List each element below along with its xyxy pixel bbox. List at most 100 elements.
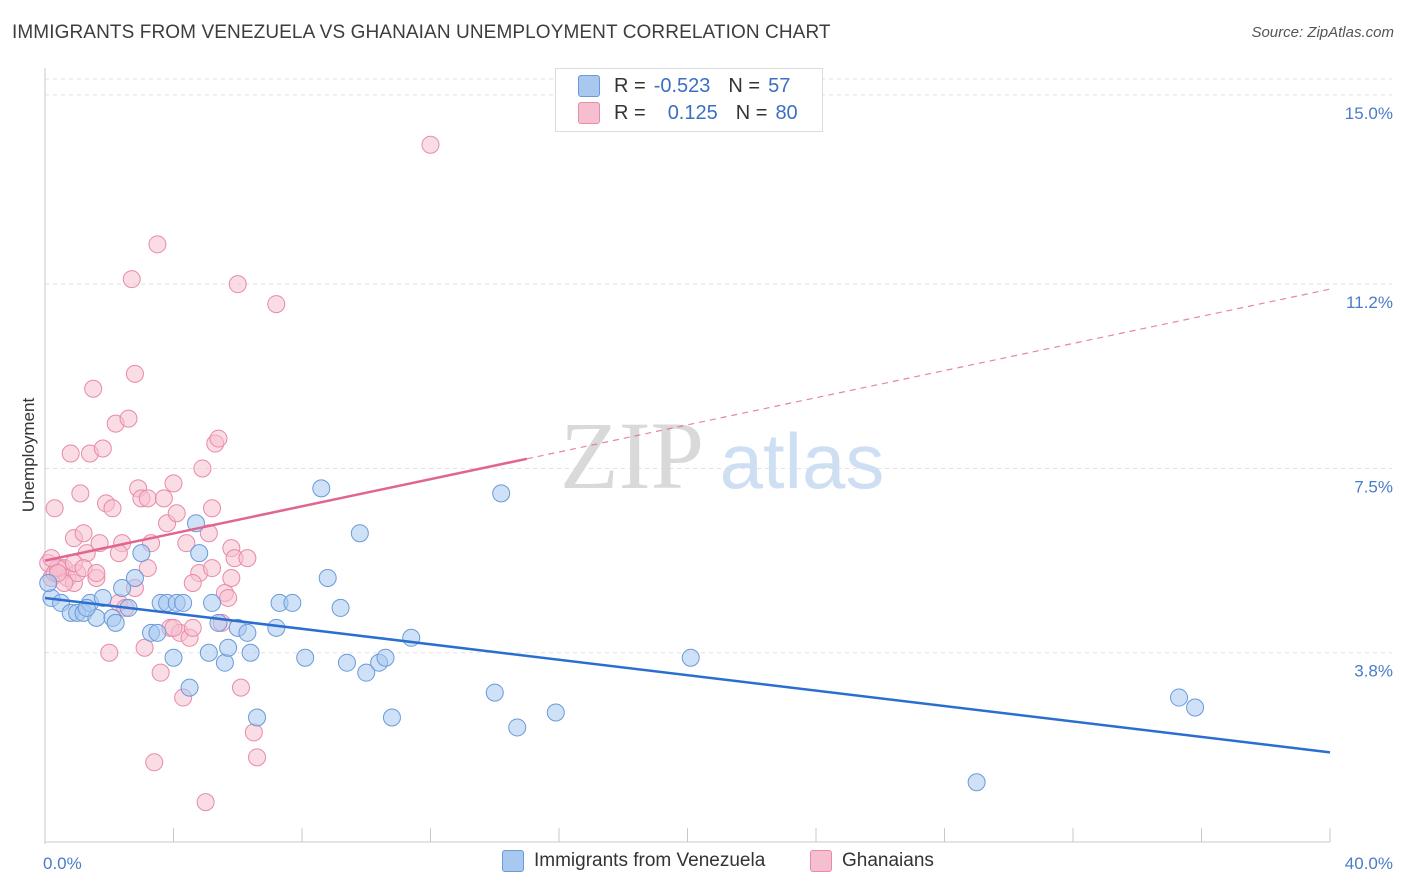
legend-r-value: -0.523	[653, 74, 711, 97]
legend-r-label: R =	[614, 74, 646, 97]
ghanaians-point	[228, 275, 247, 294]
ghanaians-point	[203, 559, 222, 578]
ghanaians-point	[138, 489, 157, 508]
series-legend: Immigrants from Venezuela Ghanaians	[0, 850, 1406, 878]
ghanaians-point	[61, 444, 80, 463]
ghanaians-point	[267, 295, 286, 314]
ghanaians-point	[87, 564, 106, 583]
venezuela-point	[93, 588, 112, 607]
ghanaians-point	[45, 499, 64, 518]
watermark-atlas: atlas	[720, 417, 885, 505]
venezuela-point	[203, 593, 222, 612]
venezuela-point	[39, 574, 58, 593]
ghanaians-point	[93, 439, 112, 458]
venezuela-point	[219, 638, 238, 657]
venezuela-point	[376, 648, 395, 667]
ghanaians-point	[199, 524, 218, 543]
ghanaians-trend-line	[44, 457, 528, 562]
trend-lines	[44, 288, 1331, 754]
ghanaians-point	[209, 429, 228, 448]
legend-n-value: 80	[775, 101, 798, 124]
venezuela-point	[267, 618, 286, 637]
venezuela-point	[132, 544, 151, 563]
venezuela-point	[215, 653, 234, 672]
venezuela-point	[296, 648, 315, 667]
venezuela-point	[492, 484, 511, 503]
ghanaians-points	[39, 135, 440, 812]
x-tick-label: 40.0%	[1345, 854, 1393, 873]
legend-r-value: 0.125	[667, 101, 718, 124]
legend-row-venezuela: R = -0.523 N = 57	[578, 73, 790, 99]
ghanaians-point	[244, 723, 263, 742]
ghanaians-point	[196, 793, 215, 812]
venezuela-point	[283, 593, 302, 612]
venezuela-point	[238, 623, 257, 642]
venezuela-point	[357, 663, 376, 682]
venezuela-point	[164, 648, 183, 667]
legend-label-ghanaians: Ghanaians	[842, 850, 934, 871]
venezuela-point	[199, 643, 218, 662]
legend-item-venezuela[interactable]: Immigrants from Venezuela	[502, 850, 765, 872]
ghanaians-point	[138, 559, 157, 578]
correlation-legend: R = -0.523 N = 57 R = 0.125 N = 80	[555, 68, 823, 132]
legend-label-venezuela: Immigrants from Venezuela	[534, 850, 766, 871]
venezuela-point	[485, 683, 504, 702]
y-axis-label: Unemployment	[19, 398, 38, 513]
ghanaians-point	[193, 459, 212, 478]
ghanaians-point	[145, 753, 164, 772]
chart-title: IMMIGRANTS FROM VENEZUELA VS GHANAIAN UN…	[12, 22, 831, 43]
ghanaians-point	[177, 534, 196, 553]
ghanaians-point	[219, 588, 238, 607]
ghanaians-point	[100, 643, 119, 662]
ghanaians-point	[164, 474, 183, 493]
legend-swatch-pink	[578, 102, 600, 124]
venezuela-point	[546, 703, 565, 722]
y-tick-label: 7.5%	[1354, 477, 1393, 496]
y-tick-label: 15.0%	[1345, 104, 1393, 123]
venezuela-point	[312, 479, 331, 498]
venezuela-point	[180, 678, 199, 697]
legend-n-value: 57	[768, 74, 791, 97]
venezuela-point	[125, 569, 144, 588]
legend-row-ghanaians: R = 0.125 N = 80	[578, 100, 798, 126]
venezuela-point	[174, 593, 193, 612]
venezuela-point	[106, 613, 125, 632]
ghanaians-point	[84, 379, 103, 398]
ghanaians-point	[231, 678, 250, 697]
legend-n-label: N =	[728, 74, 761, 97]
ghanaians-point	[203, 499, 222, 518]
venezuela-point	[331, 598, 350, 617]
legend-n-label: N =	[735, 101, 768, 124]
tick-labels: 3.8% 7.5% 11.2% 15.0% 0.0% 40.0%	[43, 104, 1393, 873]
y-tick-label: 3.8%	[1354, 662, 1393, 681]
watermark: ZIP atlas	[560, 402, 884, 509]
ghanaians-point	[222, 569, 241, 588]
ghanaians-point	[238, 549, 257, 568]
venezuela-point	[681, 648, 700, 667]
legend-swatch-pink	[810, 850, 832, 872]
ghanaians-point	[135, 638, 154, 657]
venezuela-point	[382, 708, 401, 727]
ghanaians-point	[248, 748, 267, 767]
legend-item-ghanaians[interactable]: Ghanaians	[810, 850, 934, 872]
ghanaians-trend-projection	[526, 288, 1331, 460]
legend-r-label: R =	[614, 101, 646, 124]
ghanaians-point	[154, 489, 173, 508]
venezuela-point	[1186, 698, 1205, 717]
venezuela-point	[148, 623, 167, 642]
ghanaians-point	[167, 504, 186, 523]
ghanaians-point	[122, 270, 141, 289]
x-tick-label: 0.0%	[43, 854, 82, 873]
ghanaians-point	[71, 484, 90, 503]
ghanaians-point	[74, 524, 93, 543]
ghanaians-point	[119, 409, 138, 428]
ghanaians-point	[148, 235, 167, 254]
venezuela-point	[248, 708, 267, 727]
y-tick-label: 11.2%	[1346, 293, 1393, 312]
source-credit: Source: ZipAtlas.com	[1251, 24, 1394, 41]
legend-swatch-blue	[502, 850, 524, 872]
venezuela-point	[508, 718, 527, 737]
ghanaians-point	[103, 499, 122, 518]
venezuela-point	[113, 578, 132, 597]
